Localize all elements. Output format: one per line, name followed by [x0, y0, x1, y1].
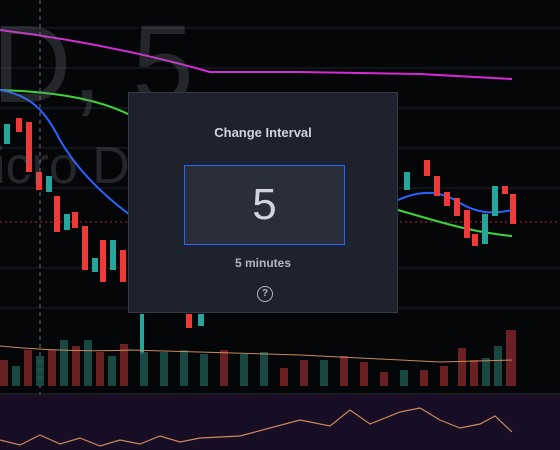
help-icon[interactable]: ?: [257, 286, 273, 302]
volume-bar: [108, 356, 116, 386]
interval-description: 5 minutes: [234, 256, 291, 270]
candle: [464, 210, 470, 238]
volume-bar: [494, 346, 502, 386]
volume-bar: [506, 330, 516, 386]
candle: [26, 122, 32, 172]
candle: [100, 240, 106, 282]
volume-bar: [420, 370, 428, 386]
volume-bar: [380, 372, 388, 386]
candle: [404, 172, 410, 190]
volume-bar: [120, 344, 128, 386]
volume-bar: [470, 360, 478, 386]
candle: [46, 176, 52, 192]
candle: [16, 118, 22, 132]
candle: [82, 226, 88, 270]
volume: [0, 330, 516, 386]
candle: [4, 124, 10, 144]
volume-bar: [36, 356, 44, 386]
volume-bar: [72, 346, 80, 386]
volume-bar: [24, 350, 32, 386]
volume-bar: [84, 340, 92, 386]
volume-bar: [360, 362, 368, 386]
volume-bar: [220, 350, 228, 386]
volume-bar: [340, 356, 348, 386]
volume-bar: [300, 360, 308, 386]
candle: [472, 234, 478, 246]
candle: [492, 186, 498, 216]
candle: [110, 240, 116, 270]
candle: [72, 212, 78, 228]
volume-bar: [280, 368, 288, 386]
candle: [510, 194, 516, 224]
volume-bar: [12, 366, 20, 386]
candle: [434, 176, 440, 196]
interval-dialog: Change Interval 5 5 minutes ?: [128, 92, 398, 313]
interval-input[interactable]: 5: [184, 165, 345, 245]
candles: [4, 118, 516, 354]
volume-bar: [160, 352, 168, 386]
candle: [140, 314, 144, 354]
volume-ma: [0, 345, 513, 363]
ma-line: [0, 29, 513, 80]
candle: [444, 192, 450, 206]
ma-line: [0, 89, 131, 116]
volume-bar: [400, 370, 408, 386]
candle: [64, 214, 70, 230]
candle: [54, 196, 60, 232]
watermark-name: icro D: [0, 137, 130, 195]
candle: [454, 198, 460, 216]
candle: [92, 258, 98, 272]
volume-bar: [440, 366, 448, 386]
volume-bar: [260, 352, 268, 386]
oscillator-panel: [0, 395, 560, 450]
volume-bar: [458, 348, 466, 386]
volume-bar: [320, 360, 328, 386]
ma-line: [0, 89, 131, 216]
candle: [424, 160, 430, 176]
volume-bar: [140, 352, 148, 386]
candle: [198, 314, 204, 326]
oscillator-line: [0, 407, 513, 447]
volume-bar: [180, 350, 188, 386]
volume-bar: [482, 358, 490, 386]
candle: [502, 186, 508, 194]
volume-bar: [48, 350, 56, 386]
candle: [186, 314, 192, 328]
candle: [120, 250, 126, 282]
dialog-title: Change Interval: [214, 125, 312, 140]
candle: [36, 172, 42, 190]
ma-line: [397, 209, 513, 237]
volume-bar: [200, 354, 208, 386]
volume-bar: [96, 352, 104, 386]
volume-bar: [240, 354, 248, 386]
volume-bar: [60, 340, 68, 386]
volume-bar: [0, 360, 8, 386]
candle: [482, 214, 488, 244]
